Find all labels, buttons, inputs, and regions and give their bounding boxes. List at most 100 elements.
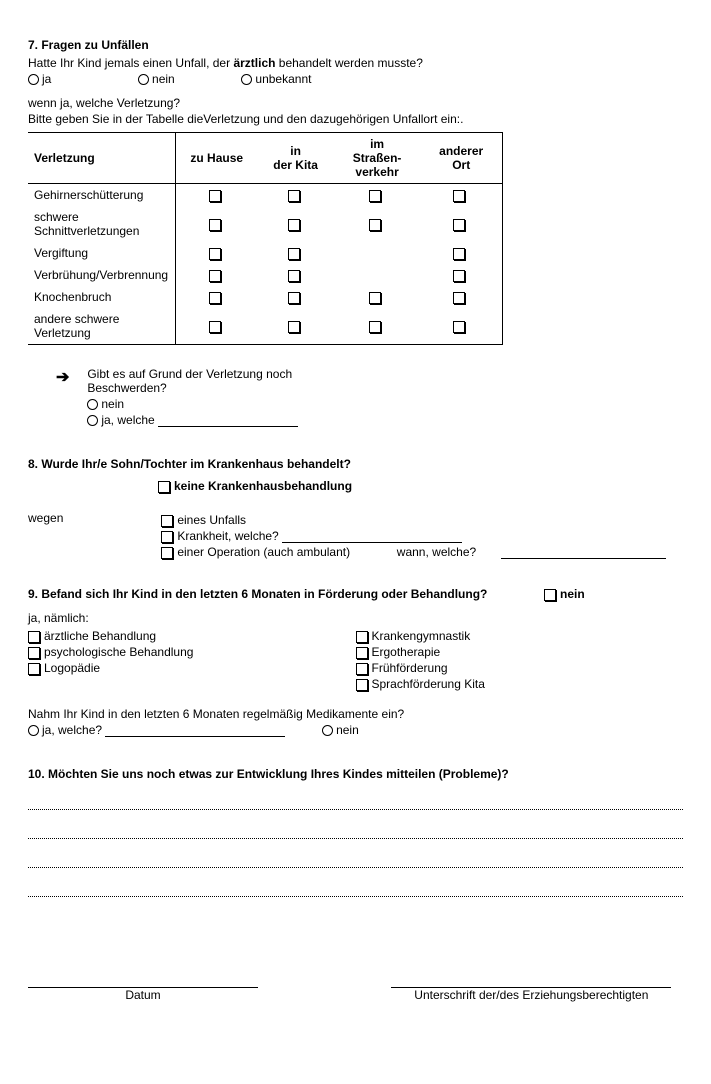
checkbox-injury[interactable] (209, 190, 221, 202)
table-row-label: andere schwere Verletzung (28, 308, 175, 345)
checkbox-operation[interactable] (161, 547, 173, 559)
q10-line-2[interactable] (28, 820, 683, 839)
table-cell (175, 184, 257, 207)
radio-followup-nein[interactable] (87, 399, 98, 410)
table-cell (420, 308, 502, 345)
checkbox-q9-nein[interactable] (544, 589, 556, 601)
checkbox-q9[interactable] (356, 679, 368, 691)
label-wegen: wegen (28, 511, 158, 525)
checkbox-injury[interactable] (369, 292, 381, 304)
checkbox-injury[interactable] (288, 292, 300, 304)
q10-line-3[interactable] (28, 849, 683, 868)
checkbox-q9[interactable] (28, 647, 40, 659)
followup-question: Gibt es auf Grund der Verletzung noch Be… (87, 367, 347, 395)
table-cell (334, 264, 421, 286)
table-row-label: Verbrühung/Verbrennung (28, 264, 175, 286)
radio-nein[interactable] (138, 74, 149, 85)
table-row-label: Gehirnerschütterung (28, 184, 175, 207)
label-krankheit: Krankheit, welche? (177, 529, 278, 543)
radio-med-ja[interactable] (28, 725, 39, 736)
krankheit-blank[interactable] (282, 530, 462, 543)
checkbox-unfall[interactable] (161, 515, 173, 527)
label-nein: nein (152, 72, 175, 86)
q7-heading: 7. Fragen zu Unfällen (28, 38, 683, 52)
checkbox-injury[interactable] (453, 270, 465, 282)
table-cell (257, 184, 333, 207)
q7-followup: ➔ Gibt es auf Grund der Verletzung noch … (28, 367, 683, 429)
table-cell (257, 206, 333, 242)
table-cell (175, 286, 257, 308)
table-cell (334, 206, 421, 242)
checkbox-injury[interactable] (453, 292, 465, 304)
table-cell (420, 286, 502, 308)
label-followup-ja: ja, welche (101, 413, 154, 427)
table-cell (257, 242, 333, 264)
checkbox-q9[interactable] (356, 663, 368, 675)
checkbox-injury[interactable] (288, 270, 300, 282)
checkbox-injury[interactable] (453, 321, 465, 333)
q9-option-label: Ergotherapie (372, 645, 441, 659)
table-row-label: schwere Schnittverletzungen (28, 206, 175, 242)
q10-line-4[interactable] (28, 878, 683, 897)
checkbox-q9[interactable] (356, 631, 368, 643)
checkbox-injury[interactable] (369, 321, 381, 333)
label-med-nein: nein (336, 723, 359, 737)
q9-option-label: Logopädie (44, 661, 100, 675)
checkbox-injury[interactable] (288, 248, 300, 260)
q7-ifyes: wenn ja, welche Verletzung? (28, 96, 683, 110)
checkbox-injury[interactable] (209, 292, 221, 304)
wann-blank[interactable] (501, 546, 666, 559)
q9-heading: 9. Befand sich Ihr Kind in den letzten 6… (28, 587, 487, 601)
table-cell (334, 286, 421, 308)
th-zuhause: zu Hause (175, 133, 257, 184)
checkbox-keine-kh[interactable] (158, 481, 170, 493)
checkbox-injury[interactable] (209, 219, 221, 231)
th-anderer: andererOrt (420, 133, 502, 184)
q7-options: ja nein unbekannt (28, 72, 683, 86)
q8-heading: 8. Wurde Ihr/e Sohn/Tochter im Krankenha… (28, 457, 683, 471)
table-cell (420, 184, 502, 207)
checkbox-injury[interactable] (369, 190, 381, 202)
checkbox-injury[interactable] (209, 270, 221, 282)
q9-option-label: ärztliche Behandlung (44, 629, 156, 643)
label-unbekannt: unbekannt (255, 72, 311, 86)
checkbox-q9[interactable] (28, 631, 40, 643)
label-wann: wann, welche? (397, 545, 476, 559)
checkbox-krankheit[interactable] (161, 531, 173, 543)
checkbox-injury[interactable] (453, 219, 465, 231)
arrow-icon: ➔ (56, 367, 84, 387)
checkbox-injury[interactable] (288, 321, 300, 333)
q10-heading: 10. Möchten Sie uns noch etwas zur Entwi… (28, 767, 683, 781)
th-verletzung: Verletzung (28, 133, 175, 184)
table-cell (334, 184, 421, 207)
checkbox-injury[interactable] (209, 321, 221, 333)
checkbox-injury[interactable] (453, 248, 465, 260)
q9-ja-label: ja, nämlich: (28, 611, 683, 625)
checkbox-injury[interactable] (288, 190, 300, 202)
checkbox-injury[interactable] (453, 190, 465, 202)
label-unfall: eines Unfalls (177, 513, 246, 527)
radio-med-nein[interactable] (322, 725, 333, 736)
radio-ja[interactable] (28, 74, 39, 85)
checkbox-injury[interactable] (369, 219, 381, 231)
q7-question-pre: Hatte Ihr Kind jemals einen Unfall, der (28, 56, 233, 70)
table-cell (175, 206, 257, 242)
table-cell (420, 206, 502, 242)
checkbox-q9[interactable] (356, 647, 368, 659)
followup-blank[interactable] (158, 414, 298, 427)
med-blank[interactable] (105, 724, 285, 737)
radio-unbekannt[interactable] (241, 74, 252, 85)
table-row-label: Vergiftung (28, 242, 175, 264)
label-ja: ja (42, 72, 51, 86)
radio-followup-ja[interactable] (87, 415, 98, 426)
th-kita: inder Kita (257, 133, 333, 184)
checkbox-injury[interactable] (288, 219, 300, 231)
checkbox-injury[interactable] (209, 248, 221, 260)
injury-table: Verletzung zu Hause inder Kita imStraßen… (28, 132, 503, 345)
table-cell (257, 308, 333, 345)
table-cell (175, 308, 257, 345)
q10-line-1[interactable] (28, 791, 683, 810)
q9-option-label: psychologische Behandlung (44, 645, 193, 659)
label-followup-nein: nein (101, 397, 124, 411)
checkbox-q9[interactable] (28, 663, 40, 675)
